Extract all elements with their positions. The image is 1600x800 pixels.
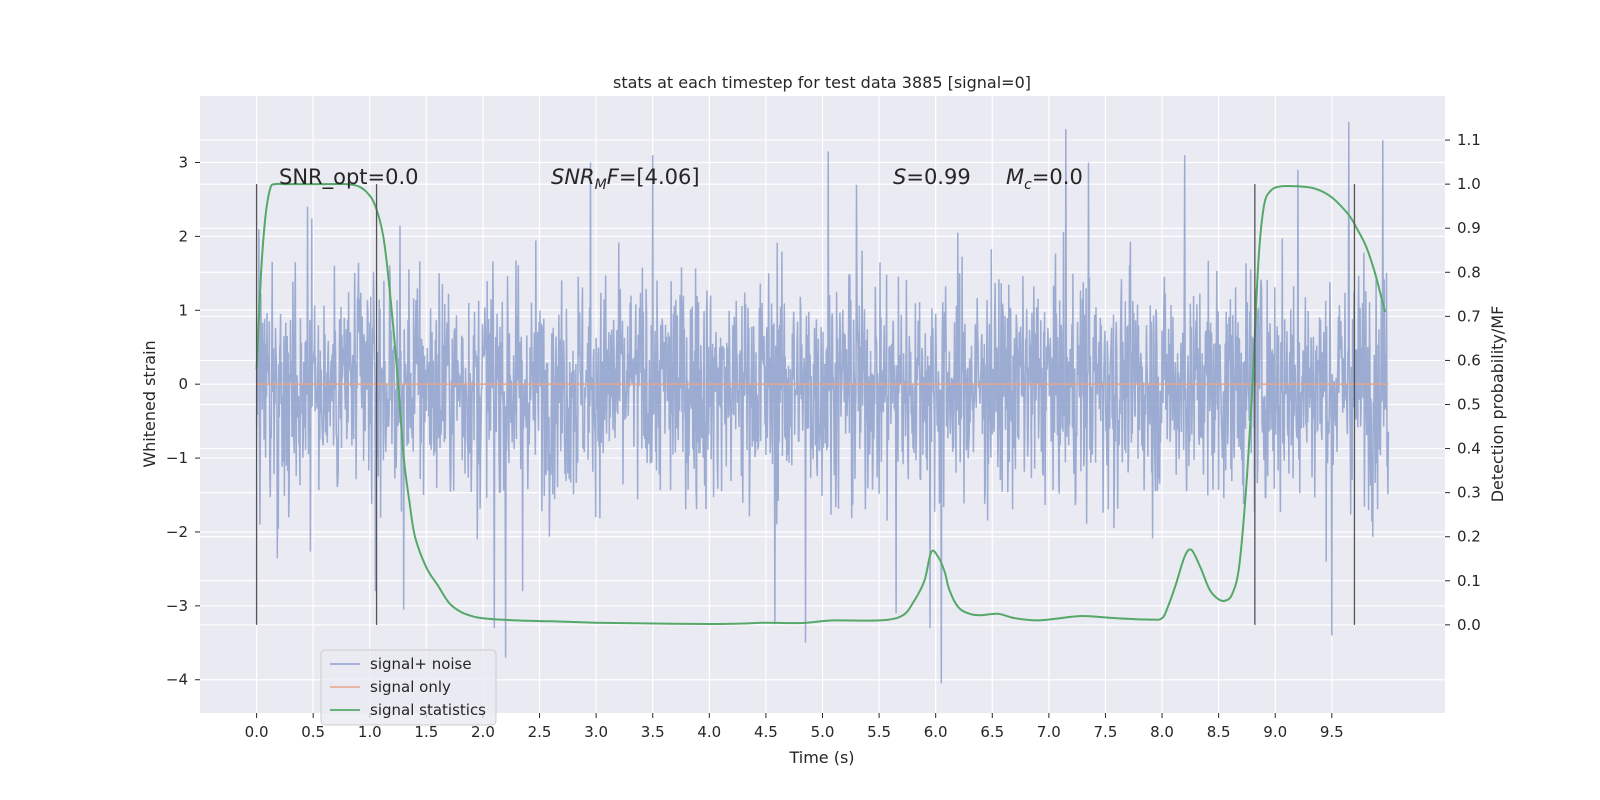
y2-tick-label: 0.5 bbox=[1457, 396, 1481, 414]
x-tick-label: 3.5 bbox=[641, 723, 665, 741]
x-tick-label: 5.5 bbox=[867, 723, 891, 741]
y-tick-label: −1 bbox=[166, 449, 188, 467]
y2-tick-label: 1.1 bbox=[1457, 131, 1481, 149]
vertical-markers bbox=[255, 184, 1356, 625]
y2-tick-label: 0.7 bbox=[1457, 307, 1481, 325]
x-tick-label: 9.5 bbox=[1320, 723, 1344, 741]
x-tick-label: 6.0 bbox=[924, 723, 948, 741]
y2-tick-label: 0.4 bbox=[1457, 440, 1481, 458]
y2-axis-label: Detection probability/MF bbox=[1488, 306, 1507, 503]
y-tick-label: −2 bbox=[166, 523, 188, 541]
annotation-snr-mf-value: =[4.06] bbox=[619, 165, 700, 189]
annotation-mc-value: =0.0 bbox=[1032, 165, 1083, 189]
legend-label-signal-plus-noise: signal+ noise bbox=[370, 655, 472, 673]
annotation-mc-sub: c bbox=[1024, 177, 1032, 193]
y-axis-ticks: −4 −3 −2 −1 0 1 2 3 bbox=[166, 154, 200, 689]
annotation-s-value: =0.99 bbox=[906, 165, 970, 189]
legend-label-signal-only: signal only bbox=[370, 678, 451, 696]
x-tick-label: 2.5 bbox=[528, 723, 552, 741]
y2-axis-ticks: 0.0 0.1 0.2 0.3 0.4 0.5 0.6 0.7 0.8 0.9 1.0 1.1 bbox=[1445, 131, 1481, 634]
y2-tick-label: 0.9 bbox=[1457, 219, 1481, 237]
x-tick-label: 1.0 bbox=[358, 723, 382, 741]
y2-tick-label: 0.8 bbox=[1457, 263, 1481, 281]
legend-label-signal-statistics: signal statistics bbox=[370, 701, 486, 719]
annotation-s: S=0.99 bbox=[893, 165, 971, 189]
x-tick-label: 0.5 bbox=[301, 723, 325, 741]
y2-tick-label: 0.1 bbox=[1457, 572, 1481, 590]
x-tick-label: 8.5 bbox=[1207, 723, 1231, 741]
series-signal-statistics bbox=[255, 182, 1386, 626]
x-tick-label: 4.5 bbox=[754, 723, 778, 741]
annotation-snr-mf-suffix: F bbox=[607, 165, 620, 189]
legend-box bbox=[320, 649, 497, 726]
legend: signal+ noise signal only signal statist… bbox=[320, 649, 497, 726]
y-tick-label: −3 bbox=[166, 597, 188, 615]
y2-tick-label: 0.3 bbox=[1457, 484, 1481, 502]
y-tick-label: 0 bbox=[178, 375, 188, 393]
x-tick-label: 8.0 bbox=[1150, 723, 1174, 741]
x-tick-label: 3.0 bbox=[584, 723, 608, 741]
x-tick-label: 0.0 bbox=[245, 723, 269, 741]
y2-tick-label: 0.6 bbox=[1457, 351, 1481, 369]
x-tick-label: 6.5 bbox=[980, 723, 1004, 741]
annotation-snr-mf-prefix: SNR bbox=[551, 165, 595, 189]
y-tick-label: −4 bbox=[166, 671, 188, 689]
annotation-mc-label: M bbox=[1006, 165, 1024, 189]
series-signal-plus-noise bbox=[255, 121, 1390, 684]
x-tick-label: 2.0 bbox=[471, 723, 495, 741]
series-line-signal-plus-noise bbox=[255, 121, 1390, 684]
y2-tick-label: 0.2 bbox=[1457, 528, 1481, 546]
y2-tick-label: 0.0 bbox=[1457, 616, 1481, 634]
annotation-s-label: S bbox=[893, 165, 906, 189]
x-tick-label: 9.0 bbox=[1263, 723, 1287, 741]
y-tick-label: 1 bbox=[178, 301, 188, 319]
y-tick-label: 3 bbox=[178, 154, 188, 172]
y-tick-label: 2 bbox=[178, 227, 188, 245]
x-axis-ticks: 0.0 0.5 1.0 1.5 2.0 2.5 3.0 3.5 4.0 4.5 5.0 5.5 6.0 6… bbox=[245, 713, 1344, 741]
x-tick-label: 1.5 bbox=[414, 723, 438, 741]
y2-tick-label: 1.0 bbox=[1457, 175, 1481, 193]
x-tick-label: 7.5 bbox=[1094, 723, 1118, 741]
series-line-signal-statistics bbox=[255, 182, 1386, 626]
x-tick-label: 4.0 bbox=[697, 723, 721, 741]
y-axis-label: Whitened strain bbox=[140, 340, 159, 467]
annotation-snr-mf: SNRMF=[4.06] bbox=[551, 165, 700, 193]
annotation-snr-opt: SNR_opt=0.0 bbox=[279, 165, 419, 190]
annotation-mc: Mc=0.0 bbox=[1006, 165, 1083, 193]
chart-title: stats at each timestep for test data 388… bbox=[613, 73, 1031, 92]
x-tick-label: 5.0 bbox=[811, 723, 835, 741]
x-axis-label: Time (s) bbox=[788, 748, 854, 767]
annotation-snr-mf-sub: M bbox=[595, 177, 607, 193]
x-tick-label: 7.0 bbox=[1037, 723, 1061, 741]
